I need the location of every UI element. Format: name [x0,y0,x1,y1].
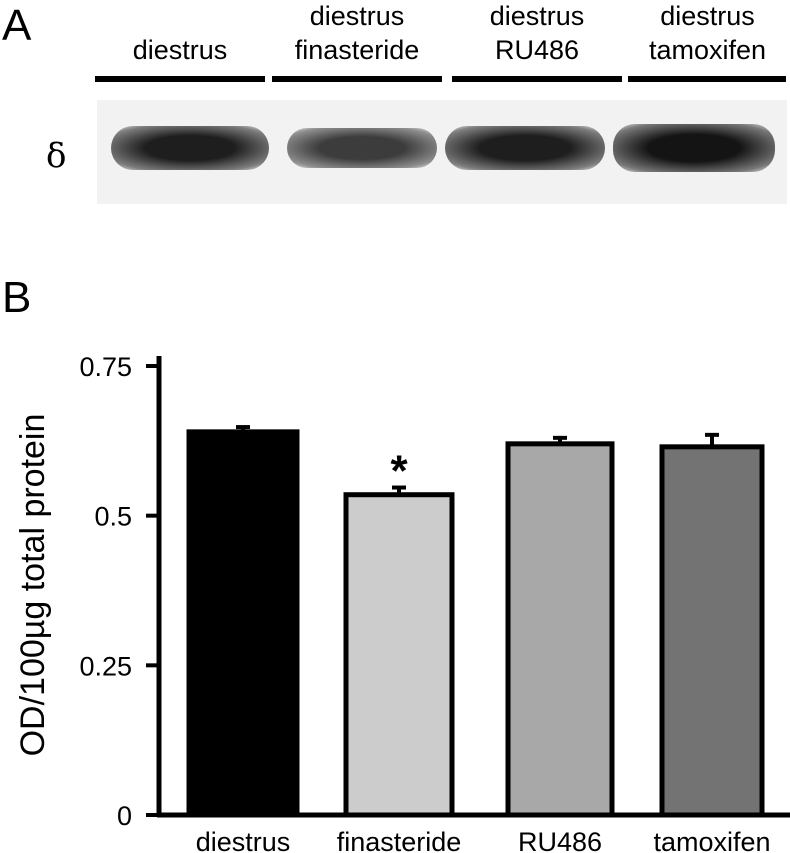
lane-4-label: diestrus tamoxifen [625,0,790,66]
lane-3-bar [452,76,622,82]
lane-4-bar [628,76,786,82]
band-label: δ [46,136,67,176]
significance-marker: * [390,447,408,496]
lane-2-label: diestrus finasteride [272,0,442,66]
panel-b-label: B [2,273,32,322]
lane-3-label: diestrus RU486 [452,0,622,66]
lane-2-label-line1: diestrus [309,1,405,31]
bar-finasteride [343,492,455,818]
y-tick-label: 0.75 [79,352,132,382]
blot-band-2 [287,128,437,168]
lane-2-label-line2: finasteride [294,35,420,65]
y-tick-label: 0 [117,801,132,831]
x-tick-label: RU486 [518,827,602,853]
lane-2-bar [272,76,442,82]
lane-1-label-line2: diestrus [132,35,228,65]
bar-ru486 [505,441,615,818]
bar-tamoxifen [659,444,765,818]
western-blot [97,100,787,204]
y-tick-label: 0.5 [94,502,132,532]
lane-4-label-line1: diestrus [660,1,755,31]
x-tick-label: tamoxifen [653,827,770,853]
lane-3-label-line2: RU486 [494,35,580,65]
blot-band-1 [111,126,269,170]
y-axis-label: OD/100µg total protein [14,414,52,757]
blot-band-3 [445,126,605,170]
blot-band-4 [613,124,775,172]
lane-1-bar [95,76,265,82]
y-tick-label: 0.25 [79,651,132,681]
x-tick-label: diestrus [196,827,291,853]
lane-3-label-line1: diestrus [489,1,585,31]
x-tick-label: finasteride [337,827,462,853]
bar-diestrus [186,429,300,818]
lane-1-label: diestrus [95,0,265,66]
panel-a-label: A [2,1,32,50]
lane-4-label-line2: tamoxifen [648,35,767,65]
